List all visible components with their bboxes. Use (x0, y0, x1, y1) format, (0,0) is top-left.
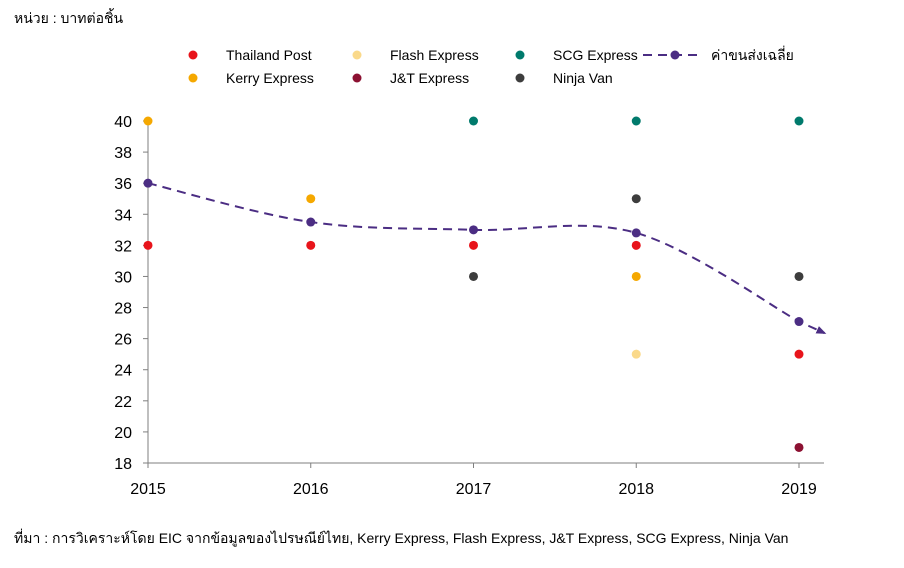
point-scg-express-2017 (469, 116, 478, 126)
data-points (143, 116, 804, 452)
point-scg-express-2019 (794, 116, 804, 126)
point-thailand-post-2018 (631, 240, 641, 250)
point-average-2016 (306, 217, 316, 227)
average-trend-line (147, 182, 827, 334)
legend-marker-thailand-post (188, 50, 198, 60)
y-tick-label: 22 (114, 394, 132, 411)
point-ninja-van-2019 (794, 271, 804, 281)
legend-label-ninja-van: Ninja Van (553, 70, 613, 86)
unit-label: หน่วย : บาทต่อชิ้น (14, 10, 124, 26)
point-scg-express-2018 (631, 116, 641, 126)
legend-label-kerry-express: Kerry Express (226, 70, 314, 86)
trend-line-path (147, 182, 827, 334)
chart-axes: 18 20 22 24 26 28 30 32 34 36 38 40 2015 2016 2017 2018… (114, 114, 824, 498)
y-tick-label: 30 (114, 269, 132, 286)
point-thailand-post-2016 (306, 240, 316, 250)
y-tick-label: 28 (114, 301, 132, 318)
legend-label-thailand-post: Thailand Post (226, 47, 312, 63)
point-kerry-express-2015 (143, 116, 153, 126)
point-j-t-express-2019 (794, 442, 804, 452)
point-flash-express-2018 (631, 349, 641, 359)
point-average-2017 (469, 225, 478, 235)
point-average-2019 (794, 317, 804, 327)
legend-label-scg-express: SCG Express (553, 47, 638, 63)
x-tick-label: 2017 (456, 481, 492, 498)
point-thailand-post-2015 (143, 240, 153, 250)
point-kerry-express-2018 (631, 271, 641, 281)
point-ninja-van-2017 (469, 271, 478, 281)
y-tick-label: 40 (114, 114, 132, 131)
source-note: ที่มา : การวิเคราะห์โดย EIC จากข้อมูลของ… (14, 530, 789, 546)
legend-marker-average-dot (670, 50, 680, 60)
point-thailand-post-2019 (794, 349, 804, 359)
legend-marker-ninja-van (515, 73, 525, 83)
point-thailand-post-2017 (469, 240, 478, 250)
y-tick-label: 34 (114, 207, 132, 224)
point-average-2018 (631, 228, 641, 238)
chart-legend: Thailand Post Flash Express SCG Express Ker… (188, 46, 794, 86)
legend-marker-j-t-express (352, 73, 362, 83)
legend-label-j-t-express: J&T Express (390, 70, 469, 86)
point-average-2015 (143, 178, 153, 188)
point-kerry-express-2016 (306, 194, 316, 204)
y-tick-label: 18 (114, 456, 132, 473)
y-tick-label: 38 (114, 145, 132, 162)
legend-marker-kerry-express (188, 73, 198, 83)
x-tick-label: 2019 (781, 481, 817, 498)
y-tick-label: 20 (114, 425, 132, 442)
x-tick-label: 2016 (293, 481, 329, 498)
legend-marker-scg-express (515, 50, 525, 60)
y-tick-label: 26 (114, 332, 132, 349)
legend-label-average-cost: ค่าขนส่งเฉลี่ย (711, 46, 794, 63)
legend-marker-flash-express (352, 50, 362, 60)
y-tick-label: 32 (114, 238, 132, 255)
x-tick-label: 2015 (130, 481, 166, 498)
x-tick-label: 2018 (618, 481, 654, 498)
y-tick-label: 24 (114, 363, 132, 380)
y-tick-label: 36 (114, 176, 132, 193)
point-ninja-van-2018 (631, 194, 641, 204)
legend-label-flash-express: Flash Express (390, 47, 479, 63)
